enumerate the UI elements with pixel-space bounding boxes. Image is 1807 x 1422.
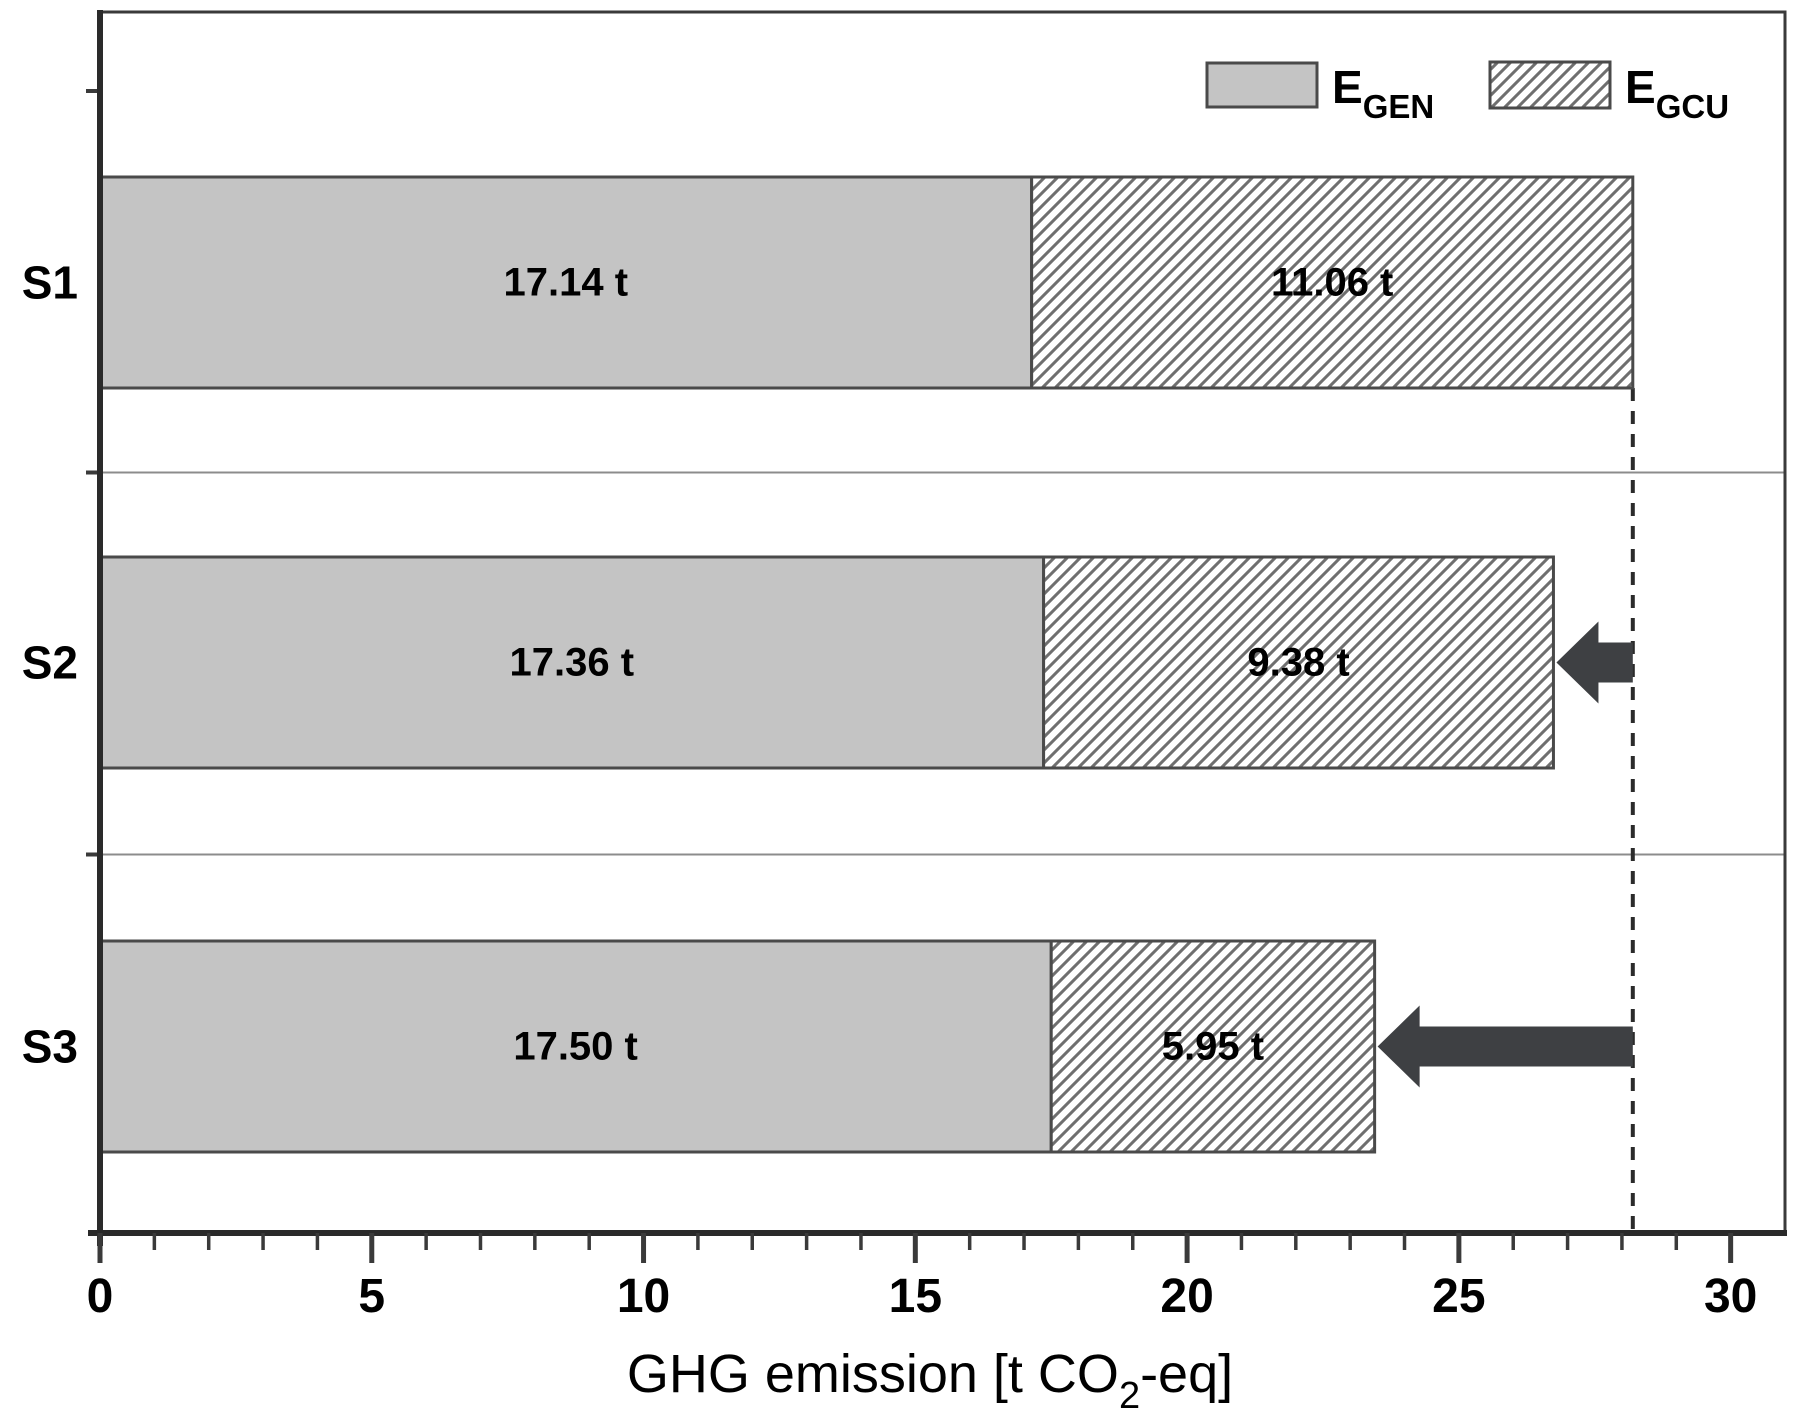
legend-layer: EGEN EGCU [1205, 60, 1729, 125]
bar-value-label-s3-e-gcu: 5.95 t [1162, 1025, 1264, 1069]
x-axis-title: GHG emission [t CO2-eq] [627, 1344, 1233, 1417]
legend-swatch-egcu [1490, 62, 1610, 108]
bar-value-label-s1-e-gcu: 11.06 t [1271, 261, 1393, 305]
x-tick-label: 30 [1704, 1270, 1757, 1323]
legend-label-egcu: EGCU [1625, 61, 1729, 125]
x-tick-label: 25 [1432, 1270, 1485, 1323]
axis-layer: S1 S2 S3 0 5 10 15 20 25 30 GHG emission [t CO2-eq… [22, 257, 1758, 1418]
x-axis-title-post: -eq] [1140, 1344, 1233, 1404]
x-tick-label: 15 [889, 1270, 942, 1323]
bar-segment-s1-e-gcu-border [1030, 175, 1635, 390]
bar-segment-s2-e-gen [98, 555, 1046, 770]
bars-layer: 17.14 t 11.06 t 17.36 t 9.38 t 17.50 t 5.95 t [98, 175, 1635, 1154]
x-axis-title-pre: GHG emission [t CO [627, 1344, 1119, 1404]
legend-label-egen-sub: GEN [1363, 88, 1435, 125]
bar-segment-s2-e-gcu-border [1042, 555, 1555, 770]
bar-value-label-s2-e-gcu: 9.38 t [1247, 641, 1349, 685]
category-label-s3: S3 [22, 1021, 78, 1073]
bar-value-label-s2-e-gen: 17.36 t [510, 641, 635, 685]
reduction-arrow-s2 [1556, 621, 1633, 704]
reduction-arrow-s3 [1377, 1005, 1633, 1088]
bar-segment-s3-e-gcu-border [1049, 939, 1377, 1154]
bar-segment-s3-e-gen [98, 939, 1053, 1154]
legend-label-egen-main: E [1332, 61, 1363, 113]
legend-label-egcu-main: E [1625, 61, 1656, 113]
bar-segment-s1-e-gcu [1031, 177, 1633, 388]
x-tick-label: 0 [87, 1270, 114, 1323]
category-label-s2: S2 [22, 637, 78, 689]
legend-label-egcu-sub: GCU [1656, 88, 1729, 125]
legend-label-egen: EGEN [1332, 61, 1434, 125]
bar-segment-s3-e-gcu [1051, 941, 1375, 1152]
bar-segment-s1-e-gen [98, 175, 1034, 390]
legend-swatch-egen [1205, 61, 1319, 109]
category-label-s1: S1 [22, 257, 78, 309]
x-axis-title-subscript: 2 [1119, 1375, 1140, 1417]
bar-segment-s2-e-gcu [1043, 557, 1554, 768]
bar-value-label-s3-e-gen: 17.50 t [513, 1025, 638, 1069]
annotation-layer [1377, 621, 1633, 1088]
x-tick-label: 5 [358, 1270, 385, 1323]
x-tick-label: 20 [1160, 1270, 1213, 1323]
legend-swatch-egcu-border [1488, 60, 1612, 110]
grid-layer [86, 89, 1785, 857]
x-tick-label: 10 [617, 1270, 670, 1323]
bar-value-label-s1-e-gen: 17.14 t [504, 261, 629, 305]
